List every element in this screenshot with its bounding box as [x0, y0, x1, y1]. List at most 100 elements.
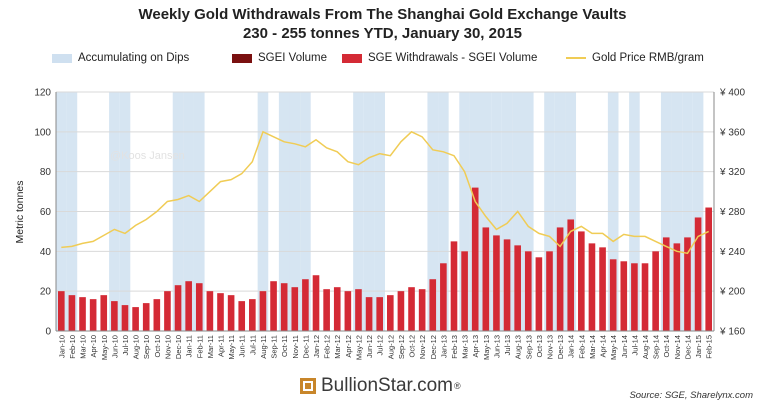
- withdrawal-bar: [482, 227, 490, 331]
- x-tick-label: Apr-11: [217, 335, 226, 357]
- x-tick-label: Aug-14: [641, 335, 650, 359]
- x-tick-label: Apr-13: [471, 335, 480, 358]
- x-tick-label: Jul-11: [248, 335, 257, 355]
- x-tick-label: Jul-12: [376, 335, 385, 355]
- x-tick-label: Jun-12: [365, 335, 374, 358]
- legend-item-withdrawals: SGE Withdrawals - SGEI Volume: [342, 52, 537, 64]
- y-tick-label: 0: [45, 327, 51, 338]
- x-tick-label: Oct-14: [662, 335, 671, 358]
- legend-item-price: Gold Price RMB/gram: [566, 52, 704, 64]
- x-tick-label: Jul-13: [503, 335, 512, 355]
- withdrawal-bar: [100, 295, 108, 331]
- x-tick-label: Oct-11: [280, 335, 289, 357]
- withdrawal-bar: [471, 187, 479, 331]
- y2-tick-labels: ¥ 160 ¥ 200 ¥ 240 ¥ 280 ¥ 320 ¥ 360 ¥ 400: [719, 88, 745, 338]
- withdrawal-bar: [344, 291, 352, 331]
- x-tick-label: Jul-14: [630, 335, 639, 355]
- x-tick-label: Mar-11: [206, 335, 215, 358]
- withdrawal-bar: [132, 307, 139, 331]
- watermark: @Koos Jansen: [110, 150, 185, 162]
- price-line: [61, 130, 710, 255]
- withdrawal-bar: [206, 291, 214, 331]
- x-tick-label: Jun-14: [620, 335, 629, 358]
- legend-label-price: Gold Price RMB/gram: [592, 52, 704, 64]
- x-tick-label: Mar-12: [333, 335, 342, 359]
- x-tick-label: Apr-14: [599, 335, 608, 358]
- axes: [55, 92, 715, 332]
- x-tick-label: Nov-12: [418, 335, 427, 359]
- withdrawal-bars: [58, 187, 712, 331]
- bullionstar-icon: [300, 378, 316, 394]
- x-tick-label: May-10: [100, 335, 109, 360]
- legend-item-dips: Accumulating on Dips: [52, 52, 189, 64]
- x-tick-label: May-12: [355, 335, 364, 360]
- withdrawal-bar: [429, 279, 437, 331]
- legend-label-sgei: SGEI Volume: [258, 52, 328, 64]
- x-tick-label: Jan-11: [185, 335, 194, 357]
- y-tick-labels: 0 20 40 60 80 100 120: [34, 88, 51, 338]
- x-tick-label: Aug-13: [514, 335, 523, 359]
- x-tick-label: Oct-12: [408, 335, 417, 358]
- legend-swatch-price: [566, 57, 586, 59]
- y-tick-label: 120: [34, 88, 51, 99]
- x-tick-label: Sep-11: [270, 335, 279, 359]
- withdrawal-bar: [578, 231, 585, 331]
- x-tick-label: Nov-10: [163, 335, 172, 359]
- withdrawal-bar: [450, 241, 458, 331]
- withdrawal-bar: [89, 299, 97, 331]
- legend-item-sgei: SGEI Volume: [232, 52, 327, 64]
- x-tick-label: Jun-11: [238, 335, 247, 357]
- withdrawal-bar: [662, 237, 670, 331]
- withdrawal-bar: [270, 281, 277, 331]
- withdrawal-bar: [514, 245, 521, 331]
- x-tick-label: Jan-12: [312, 335, 321, 358]
- x-tick-label: Sep-14: [652, 335, 661, 359]
- y-tick-label: 20: [40, 287, 52, 298]
- withdrawal-bar: [588, 243, 596, 331]
- withdrawal-bar: [376, 297, 383, 331]
- x-tick-label: Jan-15: [694, 335, 703, 358]
- withdrawal-bar: [652, 251, 659, 331]
- withdrawal-bar: [365, 297, 373, 331]
- withdrawal-bar: [312, 275, 320, 331]
- withdrawal-bar: [673, 243, 681, 331]
- withdrawal-bar: [556, 227, 564, 331]
- withdrawal-bar: [461, 251, 468, 331]
- withdrawal-bar: [493, 235, 500, 331]
- y2-tick-label: ¥ 160: [719, 327, 745, 338]
- withdrawal-bar: [153, 299, 161, 331]
- withdrawal-bar: [333, 287, 341, 331]
- x-tick-label: Nov-11: [291, 335, 300, 359]
- x-tick-label: Feb-12: [323, 335, 332, 359]
- x-tick-label: Nov-13: [546, 335, 555, 359]
- x-tick-label: Sep-13: [524, 335, 533, 359]
- x-tick-label: May-11: [227, 335, 236, 359]
- x-tick-label: Aug-10: [132, 335, 141, 359]
- x-tick-label: May-14: [609, 335, 618, 360]
- withdrawal-bar: [397, 291, 405, 331]
- legend-swatch-sgei: [232, 53, 252, 63]
- legend-swatch-withdrawals: [342, 53, 362, 63]
- withdrawal-bar: [217, 293, 224, 331]
- x-tick-label: Aug-12: [386, 335, 395, 359]
- withdrawal-bar: [142, 303, 150, 331]
- x-tick-label: Feb-14: [577, 335, 586, 359]
- withdrawal-bar: [535, 257, 543, 331]
- x-tick-label: Dec-12: [429, 335, 438, 359]
- y2-tick-label: ¥ 200: [719, 287, 745, 298]
- y2-tick-label: ¥ 320: [719, 167, 745, 178]
- x-tick-label: Feb-13: [450, 335, 459, 359]
- withdrawal-bar: [355, 289, 362, 331]
- x-tick-label: Dec-14: [684, 335, 693, 359]
- withdrawal-bar: [195, 283, 203, 331]
- withdrawal-bar: [387, 295, 394, 331]
- y-tick-label: 100: [34, 127, 51, 138]
- withdrawal-bar: [546, 251, 553, 331]
- withdrawal-bar: [609, 259, 617, 331]
- withdrawal-bar: [58, 291, 65, 331]
- y2-tick-label: ¥ 360: [719, 127, 745, 138]
- x-tick-label: Jan-13: [439, 335, 448, 358]
- legend-swatch-dips: [52, 53, 72, 63]
- withdrawal-bar: [323, 289, 330, 331]
- chart-title: Weekly Gold Withdrawals From The Shangha…: [138, 6, 627, 23]
